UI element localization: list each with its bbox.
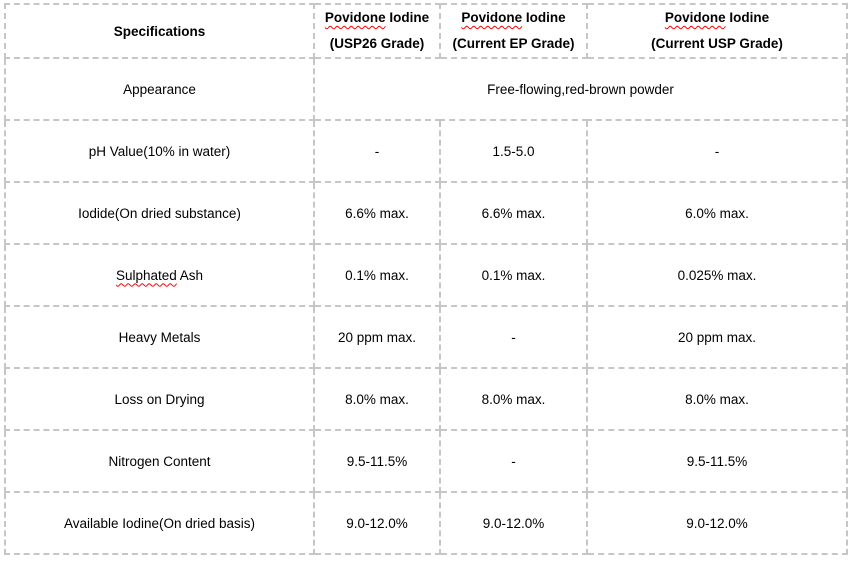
merged-value-cell: Free-flowing,red-brown powder	[313, 57, 848, 121]
product-name: Povidone Iodine	[445, 6, 582, 31]
value-cell: 9.0-12.0%	[586, 491, 848, 555]
value-cell: 1.5-5.0	[439, 119, 588, 183]
value-cell: 0.1% max.	[439, 243, 588, 307]
value-cell: 8.0% max.	[586, 367, 848, 431]
table-row-iodide: Iodide(On dried substance) 6.6% max. 6.6…	[4, 181, 848, 245]
value-cell: 6.0% max.	[586, 181, 848, 245]
value-cell: -	[439, 429, 588, 493]
header-row: Specifications Povidone Iodine (USP26 Gr…	[4, 3, 848, 59]
misspelled-word: Povidone	[461, 10, 523, 25]
usp26-grade-header-cell: Povidone Iodine (USP26 Grade)	[313, 3, 441, 59]
value-cell: 8.0% max.	[313, 367, 441, 431]
misspelled-word: Sulphated	[115, 267, 177, 283]
usp-grade-header-cell: Povidone Iodine (Current USP Grade)	[586, 3, 848, 59]
specifications-table: Specifications Povidone Iodine (USP26 Gr…	[4, 3, 848, 555]
specifications-header-cell: Specifications	[4, 3, 315, 59]
spec-cell: Sulphated Ash	[4, 243, 315, 307]
value-cell: -	[439, 305, 588, 369]
spec-cell: Iodide(On dried substance)	[4, 181, 315, 245]
grade-label: (USP26 Grade)	[329, 36, 425, 51]
value-cell: 6.6% max.	[313, 181, 441, 245]
grade-label: (Current USP Grade)	[651, 36, 783, 51]
value-cell: 9.5-11.5%	[313, 429, 441, 493]
misspelled-word: Povidone	[664, 10, 726, 25]
value-cell: 9.0-12.0%	[313, 491, 441, 555]
product-name: Povidone Iodine	[592, 6, 842, 31]
table-row-nitrogen-content: Nitrogen Content 9.5-11.5% - 9.5-11.5%	[4, 429, 848, 493]
product-name: Povidone Iodine	[319, 6, 435, 31]
value-cell: 8.0% max.	[439, 367, 588, 431]
misspelled-word: Povidone	[324, 10, 386, 25]
table-row-appearance: Appearance Free-flowing,red-brown powder	[4, 57, 848, 121]
value-cell: 20 ppm max.	[313, 305, 441, 369]
spec-rest: Ash	[176, 267, 204, 283]
value-cell: 0.025% max.	[586, 243, 848, 307]
table-row-sulphated-ash: Sulphated Ash 0.1% max. 0.1% max. 0.025%…	[4, 243, 848, 307]
spec-cell: Nitrogen Content	[4, 429, 315, 493]
value-cell: 20 ppm max.	[586, 305, 848, 369]
spec-cell: Available Iodine(On dried basis)	[4, 491, 315, 555]
value-cell: 9.5-11.5%	[586, 429, 848, 493]
spec-cell: pH Value(10% in water)	[4, 119, 315, 183]
table-row-available-iodine: Available Iodine(On dried basis) 9.0-12.…	[4, 491, 848, 555]
product-name-rest: Iodine	[385, 10, 430, 25]
product-name-rest: Iodine	[725, 10, 770, 25]
value-cell: -	[586, 119, 848, 183]
table-row-heavy-metals: Heavy Metals 20 ppm max. - 20 ppm max.	[4, 305, 848, 369]
grade-label: (Current EP Grade)	[452, 36, 575, 51]
value-cell: 0.1% max.	[313, 243, 441, 307]
value-cell: 6.6% max.	[439, 181, 588, 245]
spec-cell: Appearance	[4, 57, 315, 121]
product-name-rest: Iodine	[522, 10, 566, 25]
specifications-header-label: Specifications	[113, 23, 206, 39]
table-row-ph-value: pH Value(10% in water) - 1.5-5.0 -	[4, 119, 848, 183]
value-cell: -	[313, 119, 441, 183]
value-cell: 9.0-12.0%	[439, 491, 588, 555]
spec-cell: Loss on Drying	[4, 367, 315, 431]
table-row-loss-on-drying: Loss on Drying 8.0% max. 8.0% max. 8.0% …	[4, 367, 848, 431]
spec-cell: Heavy Metals	[4, 305, 315, 369]
ep-grade-header-cell: Povidone Iodine (Current EP Grade)	[439, 3, 588, 59]
